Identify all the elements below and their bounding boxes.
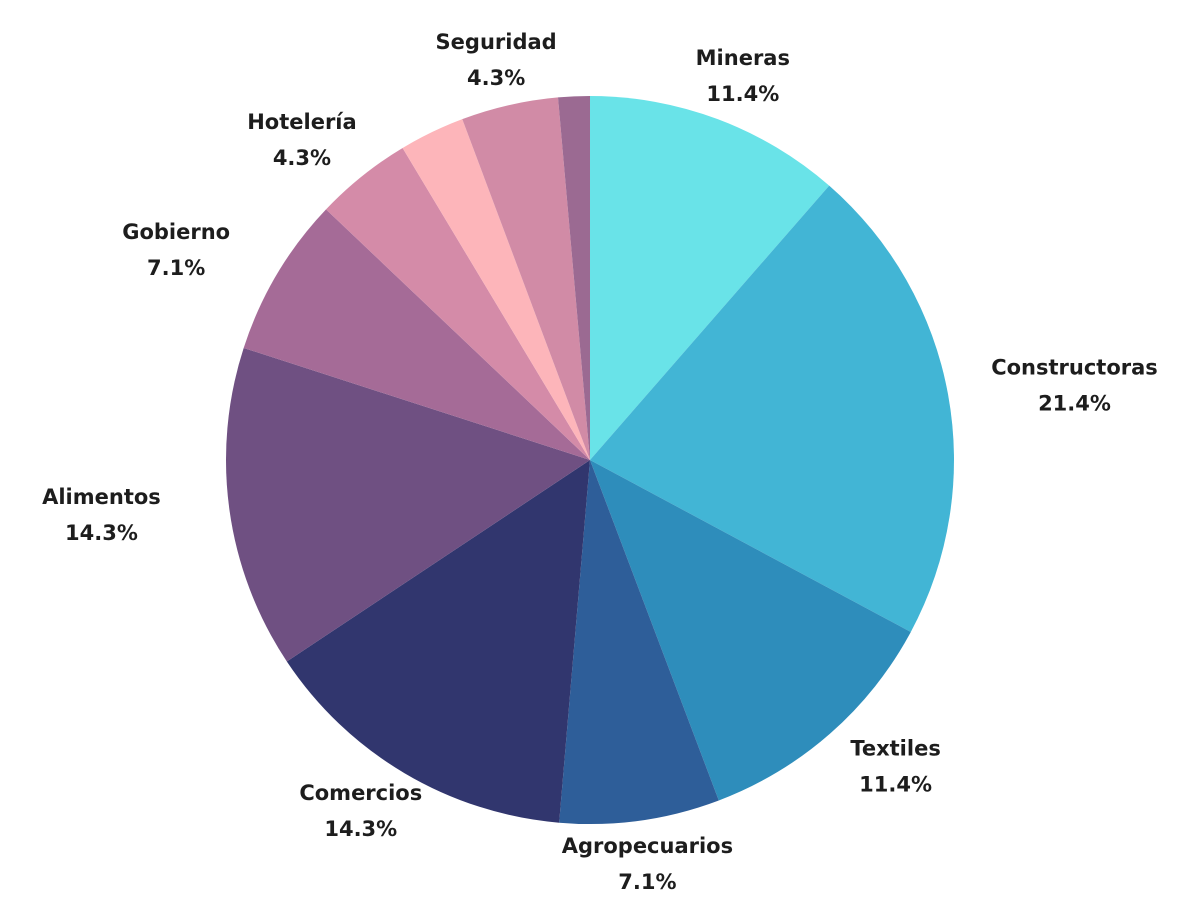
slice-label: Seguridad	[436, 30, 557, 54]
slice-label: Gobierno	[122, 220, 230, 244]
slice-label: Hotelería	[247, 110, 356, 134]
slice-value: 7.1%	[618, 870, 676, 894]
pie-slice	[590, 460, 911, 801]
pie-slice	[590, 185, 954, 632]
pie-slice	[557, 96, 590, 460]
pie-slice	[225, 347, 590, 662]
slice-label: Agropecuarios	[562, 834, 733, 858]
pie-slice	[326, 147, 590, 461]
slice-label: Constructoras	[991, 355, 1158, 379]
slice-value: 4.3%	[467, 66, 525, 90]
pie-slice	[243, 209, 591, 460]
slice-label: Mineras	[696, 46, 790, 70]
slice-value: 14.3%	[324, 817, 397, 841]
slice-value: 4.3%	[273, 146, 331, 170]
pie-slice	[590, 96, 830, 460]
slice-value: 11.4%	[706, 82, 779, 106]
slice-value: 7.1%	[147, 256, 205, 280]
pie-slice	[402, 119, 590, 461]
slice-value: 11.4%	[859, 772, 932, 796]
slice-label: Textiles	[850, 736, 941, 760]
slice-label: Comercios	[299, 781, 422, 805]
pie-slice	[286, 460, 590, 823]
slice-value: 14.3%	[65, 521, 138, 545]
pie-slice	[559, 460, 719, 824]
pie-slice	[462, 97, 590, 460]
slice-label: Alimentos	[42, 485, 161, 509]
slice-value: 21.4%	[1038, 391, 1111, 415]
